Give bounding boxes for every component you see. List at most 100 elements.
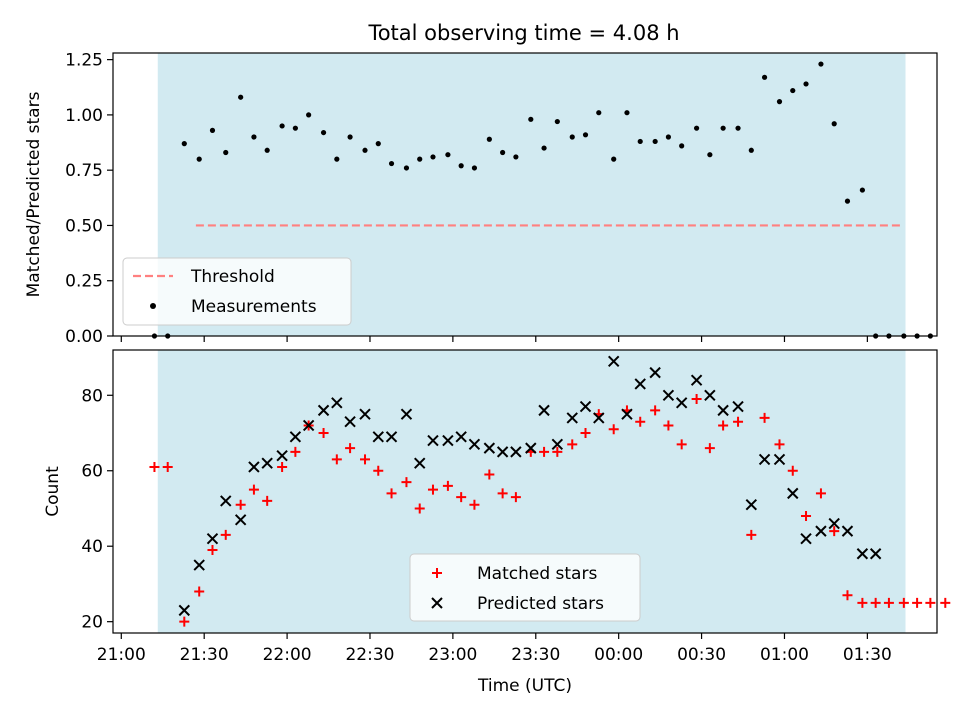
matched-star-point [373, 465, 384, 476]
predicted-star-point [385, 431, 398, 443]
predicted-star-point [579, 400, 592, 413]
matched-star-point [912, 597, 923, 608]
matched-star-point [898, 597, 909, 608]
x-tick-label: 23:30 [511, 645, 560, 665]
predicted-star-point [787, 487, 799, 500]
matched-star-point [427, 484, 438, 495]
measurement-point [803, 81, 809, 87]
x-tick-label: 01:00 [760, 645, 809, 665]
predicted-star-point [455, 431, 467, 443]
measurement-point [693, 125, 700, 131]
measurement-point [596, 110, 602, 116]
measurement-point [196, 156, 202, 162]
matched-star-point [318, 428, 329, 439]
predicted-star-point [178, 604, 190, 617]
measurement-point [320, 129, 327, 136]
matched-star-point [277, 461, 288, 472]
measurement-point [818, 61, 824, 67]
matched-star-point [235, 499, 246, 510]
ratio-legend-box [122, 257, 352, 326]
measurement-point [679, 143, 685, 149]
measurement-point [720, 125, 726, 131]
measurement-point [776, 99, 783, 105]
measurement-point [403, 165, 410, 171]
measurement-point [238, 94, 244, 100]
measurement-point [334, 156, 340, 162]
predicted-star-point [551, 438, 564, 451]
matched-star-point [331, 454, 342, 465]
count-plot-frame [112, 349, 938, 634]
measurement-point [292, 125, 298, 131]
measurement-point [445, 152, 451, 158]
matched-star-point [940, 597, 951, 608]
measurement-point [665, 134, 672, 140]
matched-legend-label: Matched stars [477, 564, 597, 584]
matched-star-point [194, 586, 205, 597]
matched-star-point [650, 405, 661, 416]
count-legend: Matched stars Predicted stars [409, 553, 641, 622]
matched-star-point [149, 461, 160, 472]
ratio-x-ticks [120, 336, 868, 342]
predicted-star-point [234, 514, 247, 526]
matched-star-point [857, 597, 868, 608]
measurement-point [500, 149, 506, 156]
predicted-star-point [468, 438, 481, 451]
measurement-point [859, 187, 865, 193]
predicted-star-point [607, 355, 620, 368]
predicted-star-point [248, 461, 260, 473]
measurement-point [748, 147, 754, 153]
x-tick-label: 21:00 [97, 645, 146, 665]
ratio-y-tick-label: 0.50 [65, 216, 103, 236]
ratio-plot-frame [112, 52, 938, 337]
matched-star-point [510, 492, 521, 503]
matched-star-point [290, 446, 301, 457]
predicted-star-point [732, 400, 744, 413]
predicted-star-point [193, 559, 205, 571]
measurement-point [375, 141, 381, 147]
measurement-point [513, 154, 519, 160]
measurement-point [652, 138, 658, 145]
matched-star-point [552, 446, 563, 457]
matched-star-point [345, 443, 356, 454]
x-tick-label: 23:00 [428, 645, 477, 665]
predicted-star-point [289, 431, 302, 443]
chart-title: Total observing time = 4.08 h [367, 21, 679, 45]
ratio-panel: 0.00 0.25 0.50 0.75 1.00 1.25 Matched/Predict… [24, 51, 938, 347]
predicted-star-point [317, 404, 330, 417]
predicted-star-point [496, 446, 509, 458]
count-x-ticks: 21:00 21:30 22:00 22:30 23:00 23:30 00:00 00:30… [97, 633, 892, 665]
predicted-star-point [372, 431, 384, 443]
predicted-star-point [414, 457, 426, 469]
measurement-point [181, 141, 187, 147]
matched-star-point [787, 465, 798, 476]
matched-star-point [733, 416, 744, 427]
measurement-point [582, 132, 589, 138]
matched-star-point [539, 446, 550, 457]
x-tick-label: 22:00 [263, 645, 312, 665]
measurement-point [279, 123, 285, 129]
matched-star-point [676, 439, 687, 450]
measurement-point [486, 136, 492, 142]
measurement-point [611, 156, 617, 162]
predicted-star-point [869, 548, 882, 560]
ratio-y-tick-label: 0.75 [65, 161, 103, 181]
measurement-point [528, 116, 534, 122]
predicted-star-point [400, 408, 413, 420]
predicted-star-point [690, 374, 703, 386]
measurement-point [554, 118, 560, 125]
x-tick-label: 21:30 [180, 645, 229, 665]
measurement-point [831, 121, 837, 127]
matched-star-point [248, 484, 259, 495]
count-y-ticks: 20 40 60 80 [81, 386, 113, 633]
predicted-star-point [815, 525, 827, 537]
matched-star-point [663, 420, 674, 431]
predicted-star-point [675, 397, 688, 409]
predicted-star-point [649, 366, 661, 379]
predicted-star-point [261, 457, 273, 469]
measurements-legend-swatch [150, 303, 156, 309]
ratio-legend: Threshold Measurements [122, 257, 352, 326]
matched-star-point [469, 499, 480, 510]
measurement-point [417, 156, 423, 162]
matched-star-point [262, 495, 273, 506]
